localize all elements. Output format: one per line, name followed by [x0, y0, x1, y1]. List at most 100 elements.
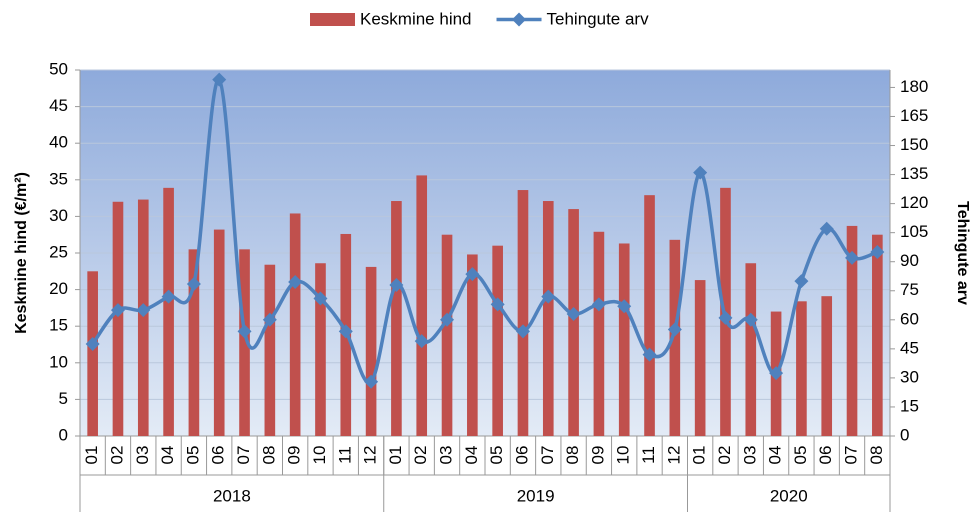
bar [112, 201, 124, 436]
marker [566, 307, 581, 321]
y2-tick-label: 0 [900, 425, 909, 444]
x-tick-label: 03 [740, 446, 759, 465]
bar [467, 254, 478, 436]
marker [414, 334, 429, 349]
marker [110, 303, 125, 318]
marker [642, 347, 657, 362]
y2-tick-label: 150 [900, 135, 928, 154]
legend-marker [512, 12, 527, 27]
bar [87, 271, 98, 436]
bar [568, 209, 579, 436]
bar [289, 213, 301, 436]
marker [212, 72, 227, 87]
x-tick-label: 12 [361, 446, 380, 465]
x-tick-label: 01 [386, 446, 405, 465]
bar [264, 264, 276, 436]
bar [137, 199, 149, 436]
bar [542, 201, 554, 436]
x-tick-label: 10 [310, 446, 329, 465]
y2-tick-label: 75 [900, 280, 919, 299]
bar [188, 249, 200, 436]
marker [288, 275, 303, 290]
bar [821, 296, 833, 436]
y2-tick-label: 30 [900, 367, 919, 386]
y2-tick-label: 90 [900, 251, 919, 270]
y-tick-label: 45 [49, 96, 68, 115]
bar [745, 263, 757, 436]
marker [794, 274, 809, 289]
marker [617, 299, 632, 314]
x-tick-label: 09 [588, 446, 607, 465]
marker [136, 303, 151, 318]
marker [693, 165, 708, 180]
y2-tick-label: 165 [900, 106, 928, 125]
y2-axis-label: Tehingute arv [954, 201, 971, 305]
x-tick-label: 02 [715, 446, 734, 465]
marker [440, 312, 455, 327]
x-tick-label: 06 [512, 446, 531, 465]
marker [718, 310, 733, 325]
marker [186, 276, 201, 291]
marker [85, 337, 100, 352]
marker [490, 297, 505, 312]
y2-tick-label: 120 [900, 193, 928, 212]
x-tick-label: 03 [437, 446, 456, 465]
y-tick-label: 5 [59, 389, 68, 408]
bar [239, 249, 250, 436]
bar [644, 195, 655, 436]
bar [163, 187, 174, 436]
bar [213, 229, 225, 436]
legend-label: Tehingute arv [547, 9, 650, 28]
marker [338, 324, 353, 339]
y-tick-label: 50 [49, 59, 68, 78]
marker [313, 291, 328, 306]
legend-label: Keskmine hind [360, 9, 472, 28]
y-axis-label: Keskmine hind (€/m²) [13, 172, 30, 334]
x-tick-label: 08 [259, 446, 278, 465]
x-tick-label: 07 [538, 446, 557, 465]
bar [416, 175, 428, 436]
y2-tick-label: 45 [900, 338, 919, 357]
bar [492, 245, 503, 436]
y2-tick-label: 15 [900, 396, 919, 415]
marker [515, 324, 530, 339]
y-tick-label: 30 [49, 206, 68, 225]
marker [541, 289, 556, 304]
x-tick-label: 12 [664, 446, 683, 465]
x-tick-label: 07 [842, 446, 861, 465]
x-tick-label: 11 [639, 446, 658, 464]
bar [593, 231, 605, 436]
marker [819, 221, 834, 236]
x-tick-label: 02 [411, 446, 430, 465]
bar [618, 243, 630, 436]
y2-tick-label: 60 [900, 309, 919, 328]
x-tick-label: 02 [107, 446, 126, 465]
bar [391, 201, 402, 436]
y-tick-label: 20 [49, 279, 68, 298]
y2-tick-label: 135 [900, 164, 928, 183]
marker [667, 322, 682, 337]
marker [161, 289, 176, 304]
bar [796, 301, 807, 436]
y2-tick-label: 180 [900, 77, 928, 96]
x-tick-label: 11 [335, 446, 354, 464]
y-tick-label: 35 [49, 169, 68, 188]
group-label: 2018 [213, 486, 251, 505]
x-tick-label: 08 [867, 446, 886, 465]
x-tick-label: 03 [133, 446, 152, 465]
x-tick-label: 06 [816, 446, 835, 465]
bar [694, 280, 706, 436]
x-tick-label: 01 [82, 446, 101, 465]
marker [237, 324, 252, 339]
bar [517, 190, 529, 436]
x-tick-label: 04 [462, 446, 481, 465]
y-tick-label: 0 [59, 425, 68, 444]
x-tick-label: 04 [158, 446, 177, 465]
group-label: 2019 [517, 486, 555, 505]
x-tick-label: 05 [791, 446, 810, 465]
y-tick-label: 10 [49, 352, 68, 371]
x-tick-label: 04 [766, 446, 785, 465]
group-label: 2020 [770, 486, 808, 505]
marker [364, 374, 379, 389]
